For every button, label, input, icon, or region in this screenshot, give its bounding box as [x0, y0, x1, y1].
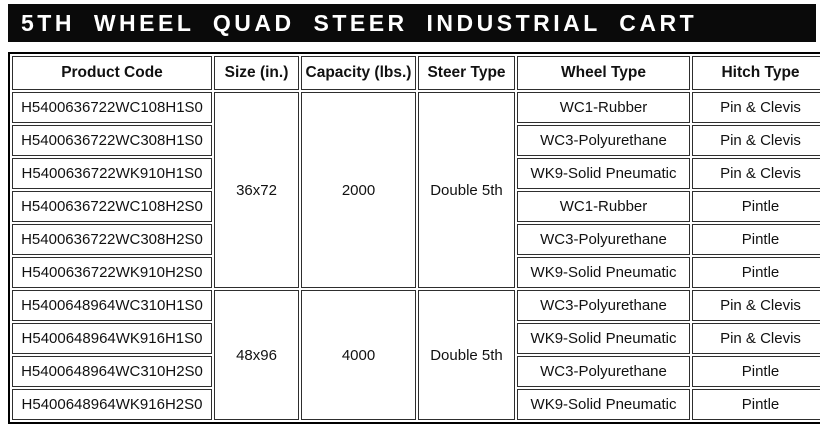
- product-spec-table: Product Code Size (in.) Capacity (lbs.) …: [8, 52, 820, 424]
- product-code-cell: H5400636722WK910H1S0: [12, 158, 212, 189]
- steer-type-cell: Double 5th: [418, 290, 515, 420]
- product-code-cell: H5400648964WK916H2S0: [12, 389, 212, 420]
- product-code-cell: H5400636722WK910H2S0: [12, 257, 212, 288]
- wheel-type-cell: WC3-Polyurethane: [517, 224, 690, 255]
- capacity-cell: 4000: [301, 290, 416, 420]
- wheel-type-cell: WC1-Rubber: [517, 92, 690, 123]
- col-header-capacity: Capacity (lbs.): [301, 56, 416, 90]
- hitch-type-cell: Pintle: [692, 389, 820, 420]
- col-header-size: Size (in.): [214, 56, 299, 90]
- table-body: H5400636722WC108H1S0 36x72 2000 Double 5th W…: [12, 92, 820, 420]
- product-code-cell: H5400636722WC308H1S0: [12, 125, 212, 156]
- table-row: H5400636722WC108H1S0 36x72 2000 Double 5th W…: [12, 92, 820, 288]
- wheel-type-cell: WK9-Solid Pneumatic: [517, 257, 690, 288]
- hitch-type-cell: Pintle: [692, 257, 820, 288]
- product-code-cell: H5400648964WK916H1S0: [12, 323, 212, 354]
- product-code-cell: H5400636722WC108H1S0: [12, 92, 212, 123]
- table-row: H5400636722WC308H2S0 WC3-Polyurethane Pint…: [12, 224, 820, 255]
- table-row: H5400648964WC310H2S0 WC3-Polyurethane Pint…: [12, 356, 820, 387]
- product-code-cell: H5400636722WC308H2S0: [12, 224, 212, 255]
- wheel-type-cell: WC3-Polyurethane: [517, 356, 690, 387]
- wheel-type-cell: WK9-Solid Pneumatic: [517, 323, 690, 354]
- hitch-type-cell: Pintle: [692, 224, 820, 255]
- col-header-hitch-type: Hitch Type: [692, 56, 820, 90]
- hitch-type-cell: Pin & Clevis: [692, 158, 820, 189]
- table-row: H5400648964WK916H2S0 WK9-Solid Pneumatic P…: [12, 389, 820, 420]
- wheel-type-cell: WC3-Polyurethane: [517, 125, 690, 156]
- title-bar: 5TH WHEEL QUAD STEER INDUSTRIAL CART: [8, 4, 816, 42]
- product-code-cell: H5400636722WC108H2S0: [12, 191, 212, 222]
- page-title: 5TH WHEEL QUAD STEER INDUSTRIAL CART: [21, 9, 698, 36]
- steer-type-cell: Double 5th: [418, 92, 515, 288]
- header-row: Product Code Size (in.) Capacity (lbs.) …: [12, 56, 820, 90]
- hitch-type-cell: Pin & Clevis: [692, 125, 820, 156]
- table-row: H5400636722WC108H2S0 WC1-Rubber Pintle: [12, 191, 820, 222]
- hitch-type-cell: Pin & Clevis: [692, 92, 820, 123]
- product-code-cell: H5400648964WC310H2S0: [12, 356, 212, 387]
- capacity-cell: 2000: [301, 92, 416, 288]
- wheel-type-cell: WK9-Solid Pneumatic: [517, 158, 690, 189]
- size-cell: 36x72: [214, 92, 299, 288]
- hitch-type-cell: Pintle: [692, 356, 820, 387]
- table-row: H5400636722WK910H1S0 WK9-Solid Pneumatic P…: [12, 158, 820, 189]
- col-header-wheel-type: Wheel Type: [517, 56, 690, 90]
- table-row: H5400636722WC308H1S0 WC3-Polyurethane Pin …: [12, 125, 820, 156]
- hitch-type-cell: Pintle: [692, 191, 820, 222]
- table-row: H5400648964WK916H1S0 WK9-Solid Pneumatic P…: [12, 323, 820, 354]
- wheel-type-cell: WK9-Solid Pneumatic: [517, 389, 690, 420]
- table-row: H5400636722WK910H2S0 WK9-Solid Pneumatic P…: [12, 257, 820, 288]
- hitch-type-cell: Pin & Clevis: [692, 290, 820, 321]
- table-row: H5400648964WC310H1S0 48x96 4000 Double 5th W…: [12, 290, 820, 420]
- col-header-steer-type: Steer Type: [418, 56, 515, 90]
- wheel-type-cell: WC1-Rubber: [517, 191, 690, 222]
- table-header: Product Code Size (in.) Capacity (lbs.) …: [12, 56, 820, 90]
- col-header-product-code: Product Code: [12, 56, 212, 90]
- product-code-cell: H5400648964WC310H1S0: [12, 290, 212, 321]
- hitch-type-cell: Pin & Clevis: [692, 323, 820, 354]
- wheel-type-cell: WC3-Polyurethane: [517, 290, 690, 321]
- size-cell: 48x96: [214, 290, 299, 420]
